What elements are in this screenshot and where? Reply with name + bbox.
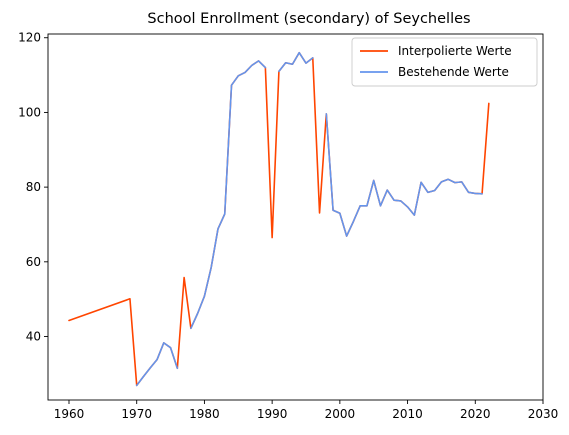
x-tick-label: 1960 bbox=[54, 407, 85, 421]
plot-background bbox=[48, 34, 543, 400]
legend-label: Interpolierte Werte bbox=[398, 44, 512, 58]
y-tick-label: 60 bbox=[26, 255, 41, 269]
x-tick-label: 2000 bbox=[325, 407, 356, 421]
x-tick-label: 2010 bbox=[392, 407, 423, 421]
legend-box bbox=[351, 37, 538, 87]
series-line bbox=[135, 342, 179, 387]
legend-label: Bestehende Werte bbox=[398, 65, 509, 79]
x-axis: 1960 1970 1980 1990 2000 2010 2020 2030 bbox=[54, 400, 559, 421]
x-tick-label: 1990 bbox=[257, 407, 288, 421]
y-tick-label: 100 bbox=[18, 105, 41, 119]
x-tick-label: 2020 bbox=[460, 407, 491, 421]
legend: Interpolierte Werte Bestehende Werte bbox=[351, 37, 538, 87]
y-tick-label: 120 bbox=[18, 31, 41, 45]
series-line bbox=[278, 51, 314, 73]
y-tick-label: 40 bbox=[26, 330, 41, 344]
y-tick-label: 80 bbox=[26, 180, 41, 194]
plot-frame bbox=[47, 33, 544, 401]
chart-title: School Enrollment (secondary) of Seychel… bbox=[147, 11, 470, 27]
y-axis: 40 60 80 100 120 bbox=[18, 31, 48, 344]
series-line bbox=[190, 60, 267, 330]
series-line bbox=[325, 113, 483, 237]
x-tick-label: 1980 bbox=[189, 407, 220, 421]
plot-area bbox=[47, 33, 544, 401]
x-tick-label: 1970 bbox=[121, 407, 152, 421]
x-tick-label: 2030 bbox=[528, 407, 559, 421]
series-layer bbox=[68, 51, 490, 387]
